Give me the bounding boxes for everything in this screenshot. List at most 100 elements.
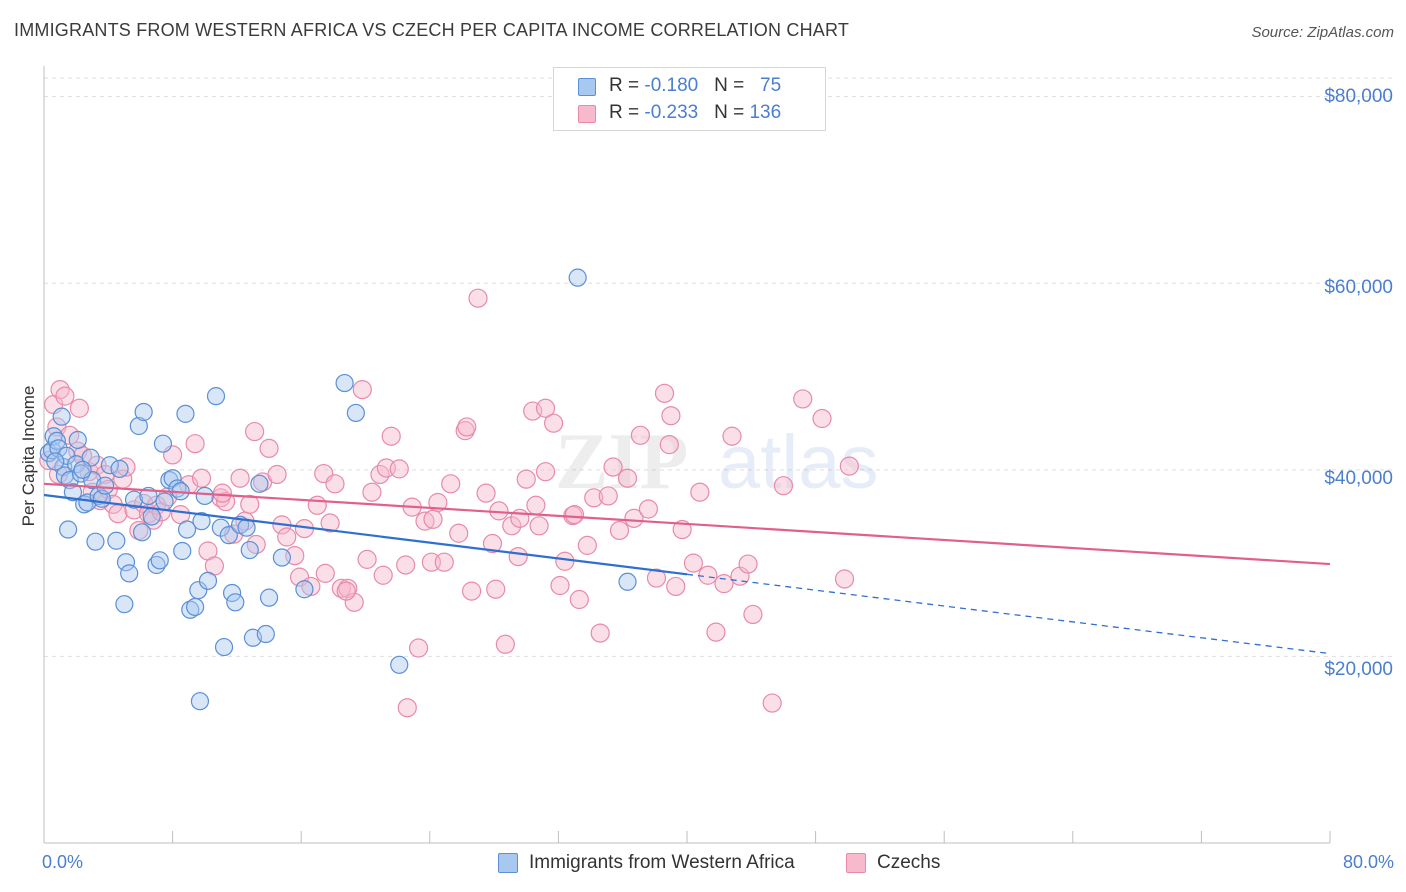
czech-point [550,575,570,596]
czech-point [457,417,477,437]
western-africa-point [120,564,139,583]
western-africa-point [68,430,87,450]
czech-point [185,434,205,454]
czech-point [812,408,832,429]
czech-point [495,634,515,654]
western-africa-point [142,507,161,526]
czech-point [116,457,136,477]
western-africa-point [568,268,587,287]
western-africa-point [73,460,92,479]
czech-point [244,421,265,442]
czech-point [598,486,618,506]
western-africa-point [176,404,195,423]
czech-point [839,456,859,476]
czech-point [543,413,564,433]
western-africa-point [181,600,200,619]
legend-r-label: R = [609,75,645,96]
czech-point [555,551,575,571]
western-africa-point [46,452,65,471]
y-tick-label: $60,000 [1324,277,1393,298]
czech-point [535,398,556,418]
czech-point [277,527,297,547]
western-africa-point [107,531,126,550]
czech-point [762,693,782,713]
western-africa-point [346,403,365,423]
western-africa-point [390,655,409,674]
y-tick-label: $40,000 [1324,468,1393,489]
czech-point [396,555,416,575]
czech-point [698,565,718,585]
y-tick-label: $20,000 [1324,659,1393,680]
western-africa-point [115,595,134,614]
western-africa-point [132,523,152,542]
western-africa-point [116,553,136,572]
czechs-points [39,288,859,718]
western-africa-point [250,474,269,493]
czech-point [267,464,287,485]
czech-point [526,495,546,515]
czech-point [646,568,667,588]
czech-point [603,457,623,477]
legend-swatch-blue [498,853,518,873]
legend-r-value: -0.233 [644,102,699,123]
western-africa-point [153,434,173,453]
legend-swatch-blue [578,78,596,96]
source-label: Source: ZipAtlas.com [1251,24,1394,41]
czech-point [834,569,855,589]
czech-point [423,509,443,529]
y-tick-label: $80,000 [1324,86,1393,107]
western-africa-point [52,407,71,426]
czech-point [584,488,604,508]
western-africa-point [219,526,238,545]
czech-point [373,565,393,585]
czech-point [397,698,417,718]
western-africa-point [618,572,637,591]
correlation-legend: R = -0.180 N = 75 R = -0.233 N = 136 [553,67,826,131]
western-africa-point [206,387,226,406]
x-tick-label-min: 0.0% [42,852,84,872]
czech-point [516,469,536,489]
czech-point [661,406,681,426]
western-africa-point [134,402,153,422]
czech-point [320,513,340,533]
czech-point [638,499,659,519]
western-africa-point [190,692,210,711]
czech-point [683,553,704,573]
czech-point [434,552,454,572]
czech-point [722,426,742,446]
western-africa-point [295,580,314,599]
watermark-zip: ZIP [555,418,688,506]
western-africa-point [100,456,120,475]
czech-point [381,426,401,446]
czech-point [336,581,356,601]
czech-point [672,519,692,540]
czech-point [654,383,675,403]
czech-point [344,592,364,612]
legend-r-label: R = [609,102,645,123]
czech-point [212,483,233,503]
western-africa-point [272,548,292,567]
western-africa-point [177,520,197,539]
western-africa-point [189,581,208,600]
czech-point [743,604,763,625]
czech-point [449,523,469,543]
series-legend: Immigrants from Western Africa Czechs [0,852,1406,878]
czech-point [738,554,758,574]
czech-point [482,533,503,554]
czech-point [69,398,89,418]
czech-point [476,483,496,503]
czech-point [315,563,335,583]
western-africa-point [95,476,115,495]
czech-point [666,576,686,597]
czech-point [535,462,556,482]
czech-point [590,623,610,643]
western-africa-trend-line [43,493,688,576]
chart-title: IMMIGRANTS FROM WESTERN AFRICA VS CZECH … [14,20,850,40]
czechs-trend-line [43,482,1331,566]
legend-n-value: 136 [749,102,782,123]
czech-point [468,288,488,308]
czech-point [564,505,585,525]
czech-point [408,638,429,658]
czech-point [609,520,630,541]
